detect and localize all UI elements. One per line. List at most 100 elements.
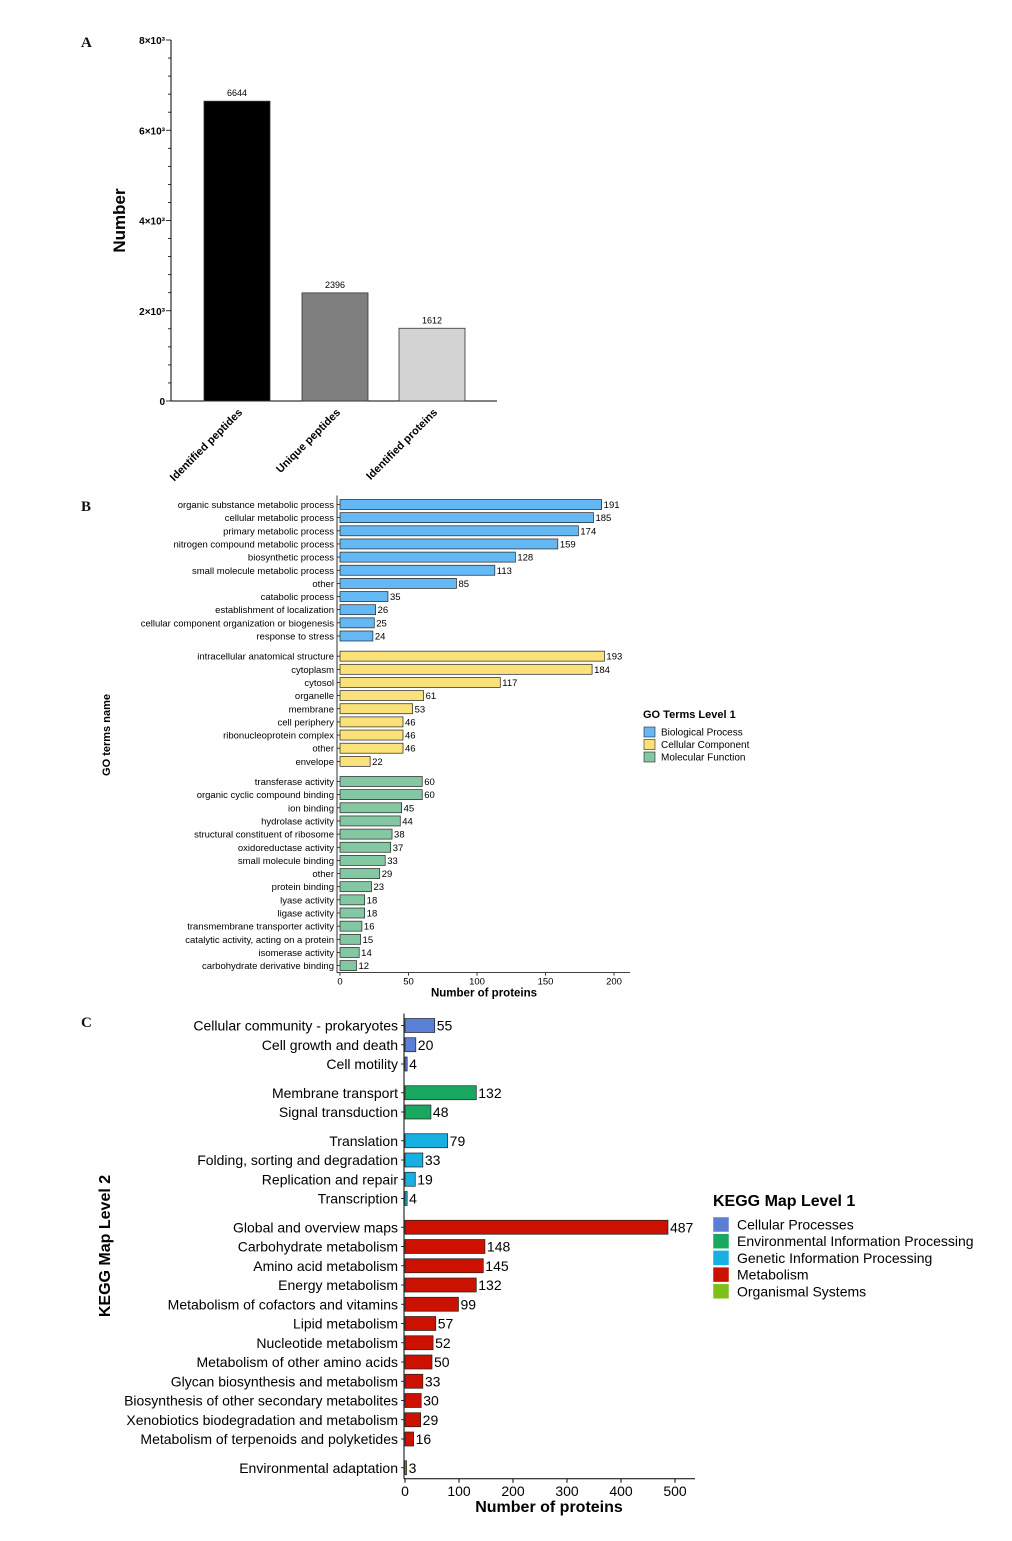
b-bar-ion-binding [339,802,403,814]
c-bar-amino-acid-metabolism [404,1258,484,1274]
b-y-tick-label: structural constituent of ribosome [194,830,334,841]
c-value-label: 99 [460,1296,476,1312]
c-legend-label: Organismal Systems [737,1283,866,1299]
b-bar-intracellular-anatomical-structure [339,650,605,662]
c-legend-swatch [712,1250,730,1266]
c-bar-carbohydrate-metabolism [404,1239,486,1254]
b-value-label: 128 [517,553,533,564]
b-bar-organic-cyclic-compound-binding [339,789,423,801]
c-y-tick-label: Transcription [318,1191,398,1207]
c-bar-signal-transduction [404,1104,432,1120]
c-value-label: 145 [485,1258,509,1274]
b-y-tick-label: small molecule binding [238,856,334,867]
c-value-label: 33 [425,1152,441,1168]
c-bar-metabolism-of-cofactors-and-vitamins [404,1296,459,1312]
a-value-label: 2396 [325,280,345,290]
b-y-tick-label: other [312,579,334,590]
b-value-label: 35 [390,592,401,603]
c-value-label: 4 [409,1056,417,1072]
b-value-label: 38 [394,830,405,841]
b-y-tick-label: primary metabolic process [223,526,334,537]
c-bar-lipid-metabolism [404,1316,437,1331]
panel-label-a: A [81,35,92,51]
c-value-label: 4 [409,1191,417,1207]
b-value-label: 23 [374,882,385,893]
a-y-tick-label: 2×10³ [139,307,166,318]
b-value-label: 44 [402,816,413,827]
b-value-label: 60 [424,790,435,801]
c-value-label: 33 [425,1373,441,1389]
b-value-label: 37 [393,843,404,854]
c-value-label: 16 [416,1431,432,1447]
c-bar-membrane-transport [404,1085,477,1101]
b-y-tick-label: organelle [295,691,334,702]
b-bar-ribonucleoprotein-complex [339,729,404,741]
b-value-label: 45 [404,803,415,814]
b-bar-cell-periphery [339,716,404,728]
b-y-tick-label: biosynthetic process [248,553,334,564]
b-bar-carbohydrate-derivative-binding [339,960,357,971]
c-legend-label: Genetic Information Processing [737,1250,932,1266]
b-legend-swatch [643,739,656,750]
c-value-label: 19 [417,1171,433,1187]
b-bar-cytosol [339,677,501,688]
b-value-label: 184 [594,665,610,676]
c-value-label: 52 [435,1335,451,1351]
c-value-label: 20 [418,1037,434,1053]
b-value-label: 22 [372,757,383,768]
b-value-label: 15 [363,935,374,946]
b-bar-nitrogen-compound-metabolic-process [339,538,559,550]
c-value-label: 148 [487,1239,511,1255]
c-value-label: 55 [437,1018,453,1034]
b-legend-swatch [643,726,656,738]
b-bar-ligase-activity [339,907,366,919]
c-bar-environmental-adaptation [404,1460,407,1476]
c-bar-metabolism-of-other-amino-acids [404,1354,433,1370]
b-y-tick-label: hydrolase activity [261,816,334,827]
c-value-label: 48 [433,1104,449,1120]
b-legend-label: Biological Process [661,728,743,739]
c-y-tick-label: Energy metabolism [278,1277,398,1293]
b-value-label: 185 [595,513,611,524]
b-y-tick-label: catabolic process [261,592,335,603]
b-bar-membrane [339,703,413,715]
c-x-tick-label: 400 [609,1483,633,1499]
a-bar-identified-proteins [398,327,466,402]
c-y-tick-label: Metabolism of other amino acids [196,1354,398,1370]
b-x-tick-label: 50 [403,977,414,988]
b-y-tick-label: lyase activity [280,895,334,906]
a-value-label: 6644 [227,88,247,98]
c-legend-label: Environmental Information Processing [737,1233,974,1249]
b-y-axis-label: GO terms name [101,694,113,776]
c-legend-swatch [712,1216,730,1233]
c-bar-transcription [404,1191,408,1206]
b-bar-protein-binding [339,881,372,893]
a-y-tick-label: 4×10³ [139,217,166,228]
c-y-tick-label: Global and overview maps [233,1219,398,1235]
c-y-tick-label: Cell motility [326,1056,398,1072]
c-bar-folding-sorting-and-degradation [404,1152,424,1168]
c-x-tick-label: 300 [555,1483,579,1499]
b-y-tick-label: protein binding [272,882,334,893]
b-value-label: 191 [604,500,620,511]
b-y-tick-label: intracellular anatomical structure [197,652,334,663]
c-y-tick-label: Biosynthesis of other secondary metaboli… [124,1393,398,1409]
c-legend-swatch [712,1283,730,1300]
c-legend-swatch [712,1266,730,1283]
b-bar-small-molecule-metabolic-process [339,564,496,576]
b-bar-small-molecule-binding [339,855,386,866]
b-legend-label: Molecular Function [661,753,745,764]
c-bar-metabolism-of-terpenoids-and-polyketides [404,1431,414,1447]
c-y-tick-label: Metabolism of cofactors and vitamins [168,1296,398,1312]
b-y-tick-label: transferase activity [255,777,334,788]
b-bar-isomerase-activity [339,947,360,958]
a-y-axis-label: Number [110,188,129,253]
c-x-tick-label: 100 [447,1483,471,1499]
a-bar-unique-peptides [301,292,369,402]
b-y-tick-label: ion binding [288,803,334,814]
b-value-label: 12 [358,961,369,972]
b-y-tick-label: carbohydrate derivative binding [202,961,334,972]
b-value-label: 46 [405,717,416,728]
b-y-tick-label: cell periphery [278,717,335,728]
